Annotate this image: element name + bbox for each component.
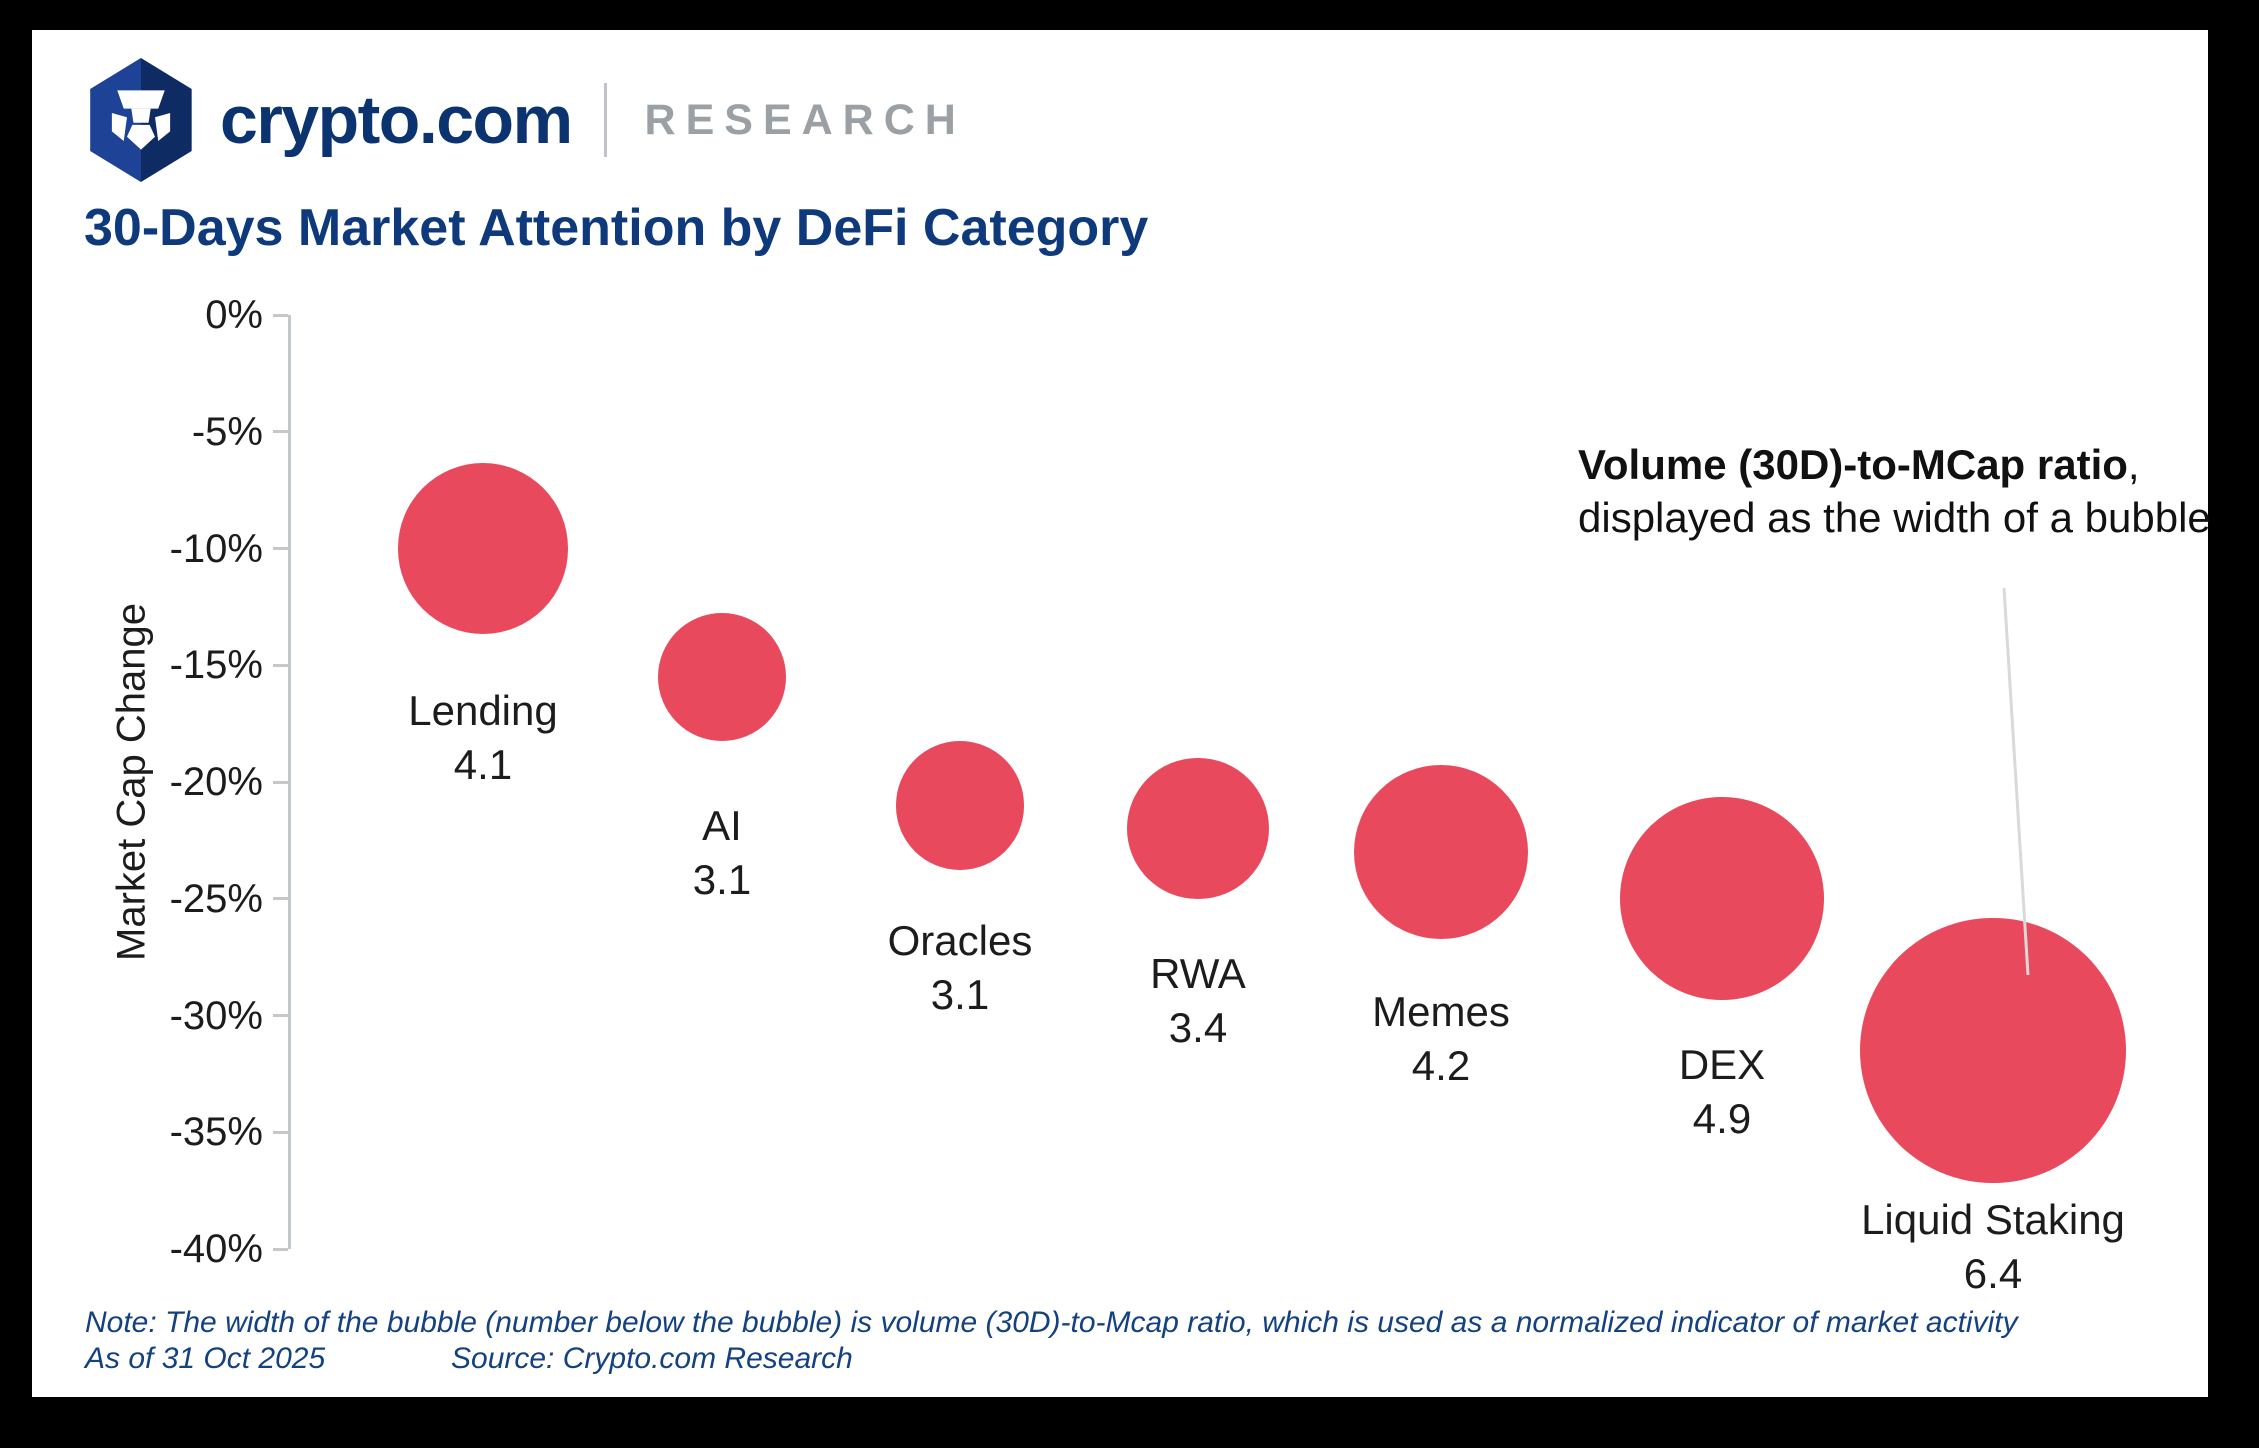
bubble-category-label: RWA xyxy=(1150,950,1246,998)
y-axis-tick-label: -5% xyxy=(191,409,263,454)
y-axis-tick xyxy=(273,897,288,901)
bubble xyxy=(1127,758,1269,900)
y-axis-tick xyxy=(273,663,288,667)
bubble-ratio-value: 4.9 xyxy=(1692,1095,1752,1143)
bubble-ratio-value: 4.2 xyxy=(1411,1042,1471,1090)
brand-wordmark: crypto.com xyxy=(220,82,573,158)
bubble-category-label: Oracles xyxy=(887,916,1033,964)
y-axis-tick-label: -30% xyxy=(169,993,263,1038)
annotation-regular-text: , displayed as the width of a bubble xyxy=(1578,441,2211,541)
bubble-ratio-value: 3.1 xyxy=(692,856,752,904)
bubble-size-annotation: Volume (30D)-to-MCap ratio, displayed as… xyxy=(1578,438,2218,544)
bubble xyxy=(657,612,787,742)
header-divider xyxy=(603,83,607,157)
y-axis-tick-label: -35% xyxy=(169,1110,263,1155)
bubble xyxy=(1353,764,1529,940)
as-of-date: As of 31 Oct 2025 xyxy=(85,1342,326,1375)
bubble-category-label: Liquid Staking xyxy=(1861,1196,2125,1244)
y-axis-tick xyxy=(273,1014,288,1017)
bubble-label: RWA 3.4 xyxy=(978,947,1418,1055)
y-axis-tick-label: -15% xyxy=(169,643,263,688)
bubble-category-label: Memes xyxy=(1372,988,1510,1036)
y-axis-tick xyxy=(273,780,288,784)
footnote: Note: The width of the bubble (number be… xyxy=(85,1306,2018,1339)
bubble-ratio-value: 6.4 xyxy=(1963,1250,2023,1298)
y-axis-tick xyxy=(273,1130,288,1134)
bubble-ratio-value: 3.1 xyxy=(930,970,990,1018)
annotation-bold-text: Volume (30D)-to-MCap ratio xyxy=(1578,441,2128,488)
y-axis-tick-label: -10% xyxy=(169,526,263,571)
bubble-category-label: Lending xyxy=(408,686,558,734)
y-axis-tick-label: -20% xyxy=(169,760,263,804)
crypto-com-shield-icon xyxy=(90,58,192,182)
bubble xyxy=(895,741,1025,870)
bubble-ratio-value: 3.4 xyxy=(1168,1004,1228,1052)
y-axis-line xyxy=(288,315,291,1249)
content-canvas xyxy=(32,30,2208,1397)
y-axis-title: Market Cap Change xyxy=(109,603,154,961)
header: crypto.com RESEARCH xyxy=(84,55,966,185)
y-axis-tick-label: -25% xyxy=(169,876,263,921)
y-axis-tick xyxy=(273,430,288,434)
bubble-category-label: DEX xyxy=(1678,1041,1766,1089)
bubble-category-label: AI xyxy=(702,802,742,850)
page-title: 30-Days Market Attention by DeFi Categor… xyxy=(84,199,1149,257)
y-axis-tick-label: 0% xyxy=(205,293,263,337)
research-label: RESEARCH xyxy=(644,95,966,144)
y-axis-tick xyxy=(273,547,288,550)
bubble-label: AI 3.1 xyxy=(502,799,942,907)
y-axis-tick xyxy=(273,313,288,317)
bubble-label: DEX 4.9 xyxy=(1502,1038,1942,1146)
source-label: Source: Crypto.com Research xyxy=(451,1342,853,1375)
y-axis-tick-label: -40% xyxy=(169,1227,263,1271)
y-axis-tick xyxy=(273,1247,288,1251)
bubble-label: Liquid Staking 6.4 xyxy=(1773,1193,2213,1301)
bubble xyxy=(1620,797,1824,1001)
bubble-label: Memes 4.2 xyxy=(1221,985,1661,1093)
bubble xyxy=(1860,917,2126,1184)
bubble-label: Lending 4.1 xyxy=(263,684,703,792)
bubble-ratio-value: 4.1 xyxy=(453,740,513,788)
bubble-label: Oracles 3.1 xyxy=(740,914,1180,1022)
bubble xyxy=(397,463,569,634)
